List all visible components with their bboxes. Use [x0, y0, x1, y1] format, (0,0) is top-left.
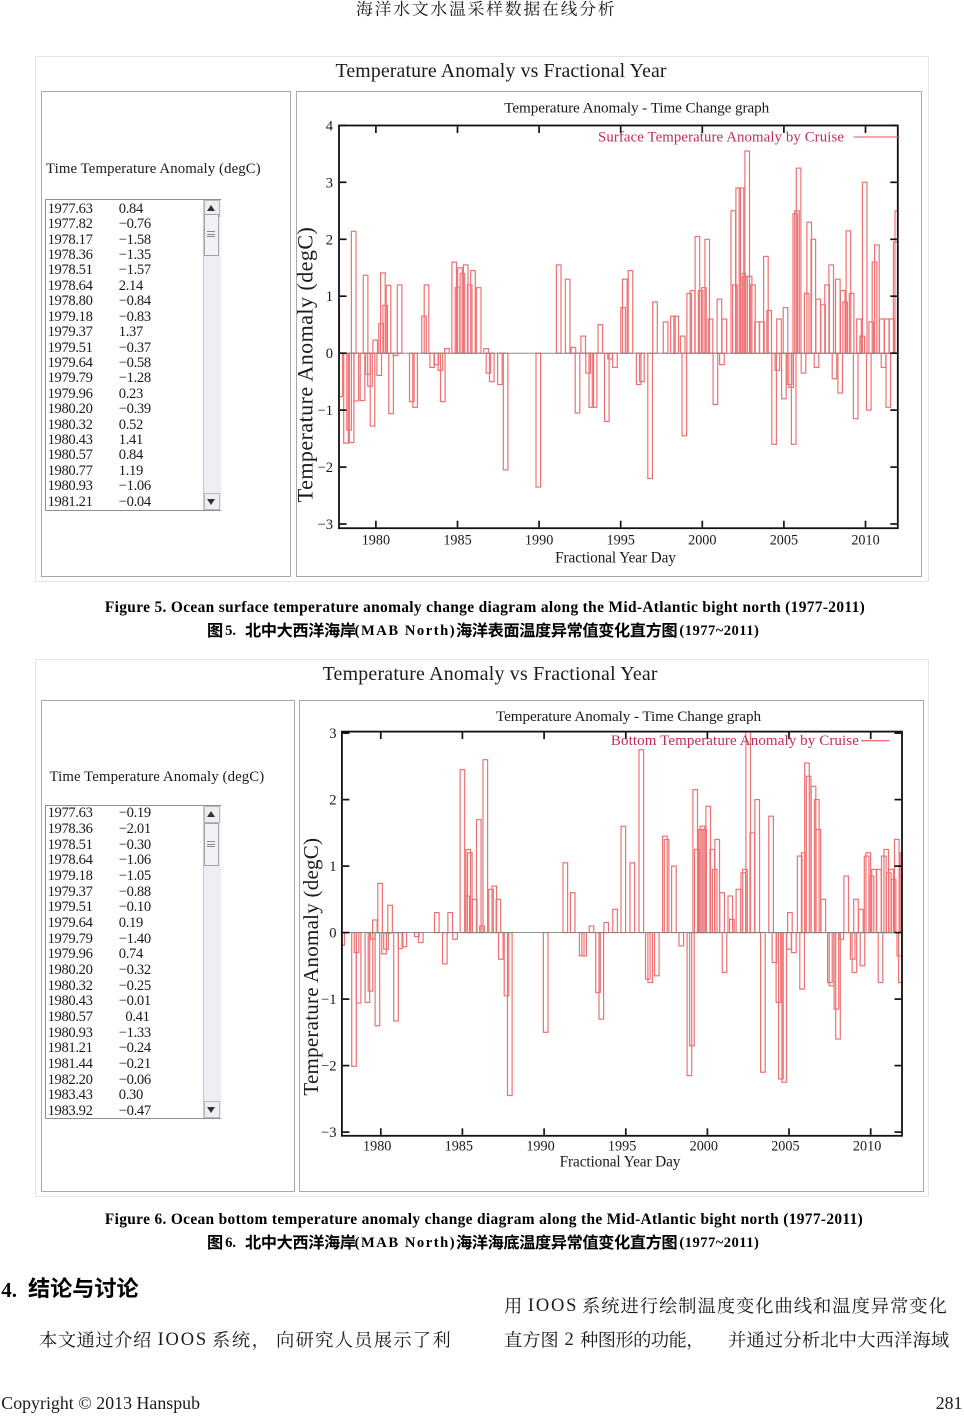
svg-text:Temperature Anomaly - Time Cha: Temperature Anomaly - Time Change graph: [496, 708, 761, 725]
svg-text:Temperature Anomaly - Time Cha: Temperature Anomaly - Time Change graph: [504, 100, 769, 117]
svg-text:2000: 2000: [690, 1138, 718, 1154]
svg-text:0: 0: [326, 346, 333, 362]
svg-text:2005: 2005: [770, 532, 798, 548]
svg-text:1985: 1985: [443, 532, 471, 548]
svg-text:−2: −2: [317, 460, 333, 476]
svg-text:1995: 1995: [608, 1138, 636, 1154]
svg-text:−1: −1: [321, 992, 337, 1008]
svg-text:−2: −2: [321, 1059, 337, 1075]
svg-text:1990: 1990: [526, 1138, 554, 1154]
svg-text:2: 2: [326, 232, 333, 248]
svg-text:Fractional Year Day: Fractional Year Day: [555, 549, 676, 566]
svg-text:1985: 1985: [445, 1138, 473, 1154]
svg-text:−3: −3: [317, 517, 333, 533]
svg-text:Temperature Anomaly (degC): Temperature Anomaly (degC): [297, 227, 318, 503]
svg-text:2000: 2000: [688, 532, 716, 548]
svg-text:1: 1: [326, 289, 333, 305]
svg-text:1980: 1980: [363, 1138, 391, 1154]
svg-text:Fractional Year Day: Fractional Year Day: [560, 1154, 681, 1171]
svg-text:1980: 1980: [362, 532, 390, 548]
svg-text:−1: −1: [317, 403, 333, 419]
svg-text:1995: 1995: [607, 532, 635, 548]
svg-text:1990: 1990: [525, 532, 553, 548]
svg-text:Temperature Anomaly (degC): Temperature Anomaly (degC): [300, 838, 323, 1096]
svg-text:2005: 2005: [771, 1138, 799, 1154]
svg-text:−3: −3: [321, 1125, 337, 1141]
svg-text:2010: 2010: [851, 532, 879, 548]
svg-text:4: 4: [326, 118, 334, 134]
svg-text:Surface Temperature Anomaly by: Surface Temperature Anomaly by Cruise: [598, 130, 844, 146]
svg-text:2: 2: [329, 793, 336, 809]
svg-text:0: 0: [329, 926, 336, 942]
svg-text:1: 1: [329, 859, 336, 875]
svg-text:2010: 2010: [853, 1138, 881, 1154]
svg-text:3: 3: [329, 726, 336, 742]
svg-text:Bottom Temperature Anomaly by: Bottom Temperature Anomaly by Cruise: [611, 733, 859, 749]
svg-text:3: 3: [326, 175, 333, 191]
